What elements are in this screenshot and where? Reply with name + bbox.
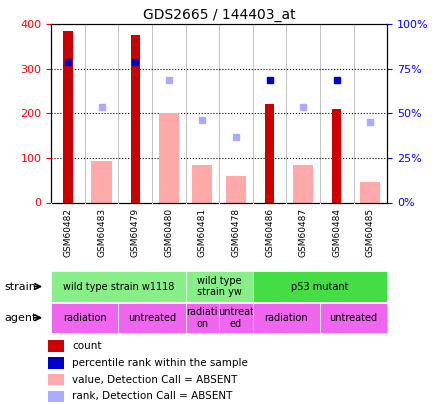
Bar — [92, 161, 112, 202]
Text: GSM60478: GSM60478 — [231, 208, 240, 257]
Text: GSM60483: GSM60483 — [97, 208, 106, 257]
Text: agent: agent — [4, 313, 36, 323]
Bar — [131, 34, 140, 202]
Text: untreat
ed: untreat ed — [218, 307, 254, 328]
Text: rank, Detection Call = ABSENT: rank, Detection Call = ABSENT — [72, 392, 232, 401]
Text: wild type strain w1118: wild type strain w1118 — [63, 281, 174, 292]
Text: wild type
strain yw: wild type strain yw — [197, 276, 242, 297]
Text: radiation: radiation — [264, 313, 308, 323]
Text: count: count — [72, 341, 101, 351]
Text: p53 mutant: p53 mutant — [291, 281, 349, 292]
Bar — [293, 164, 313, 202]
Bar — [49, 340, 64, 352]
Bar — [49, 391, 64, 402]
Bar — [265, 104, 274, 202]
Text: GSM60486: GSM60486 — [265, 208, 274, 257]
Text: GSM60482: GSM60482 — [64, 208, 73, 257]
Text: GSM60479: GSM60479 — [131, 208, 140, 257]
Bar — [159, 113, 179, 202]
Bar — [192, 164, 212, 202]
Text: radiati
on: radiati on — [186, 307, 218, 328]
Bar — [49, 374, 64, 386]
Text: value, Detection Call = ABSENT: value, Detection Call = ABSENT — [72, 375, 237, 385]
Bar — [360, 181, 380, 202]
Text: untreated: untreated — [329, 313, 378, 323]
Bar — [64, 31, 73, 202]
Text: strain: strain — [4, 281, 36, 292]
Title: GDS2665 / 144403_at: GDS2665 / 144403_at — [143, 8, 295, 22]
Text: untreated: untreated — [128, 313, 176, 323]
Text: GSM60487: GSM60487 — [299, 208, 307, 257]
Text: radiation: radiation — [63, 313, 107, 323]
Text: GSM60481: GSM60481 — [198, 208, 207, 257]
Text: percentile rank within the sample: percentile rank within the sample — [72, 358, 248, 368]
Text: GSM60484: GSM60484 — [332, 208, 341, 257]
Bar — [49, 357, 64, 369]
Bar — [332, 109, 341, 202]
Text: GSM60480: GSM60480 — [164, 208, 173, 257]
Text: GSM60485: GSM60485 — [366, 208, 375, 257]
Bar — [226, 176, 246, 202]
